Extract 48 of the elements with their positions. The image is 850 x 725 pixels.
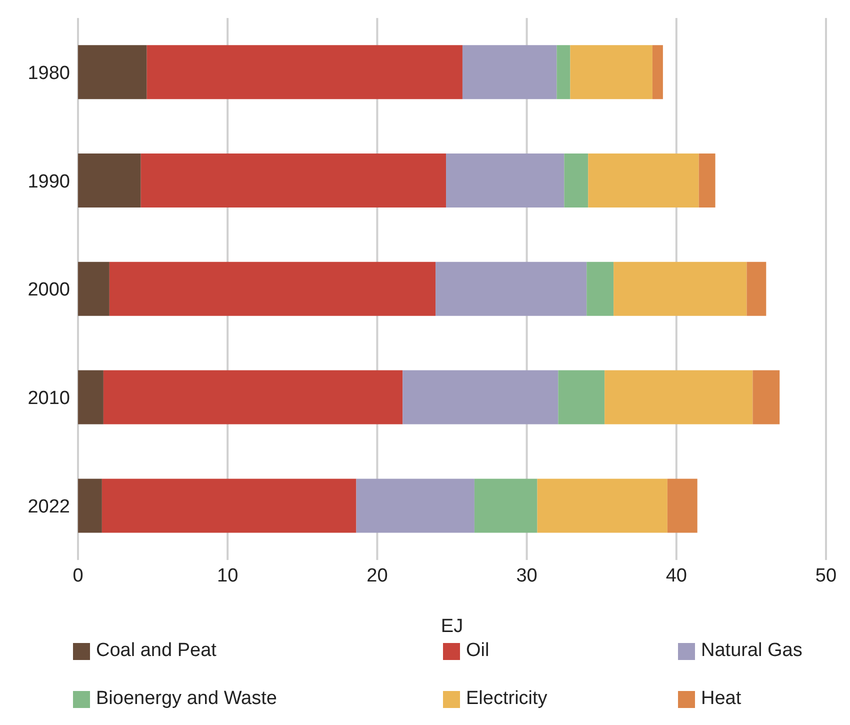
- bar: [752, 370, 780, 424]
- bar: [78, 154, 141, 208]
- x-tick-label: 10: [217, 565, 238, 586]
- bar: [446, 154, 564, 208]
- bar: [586, 262, 614, 316]
- bar: [667, 478, 698, 533]
- x-tick-label: 30: [516, 565, 538, 586]
- bar: [604, 370, 753, 424]
- bar: [140, 154, 446, 208]
- x-tick-label: 20: [366, 565, 388, 586]
- legend-label: Electricity: [466, 688, 548, 710]
- x-tick-label: 50: [815, 565, 837, 586]
- legend-label: Heat: [701, 688, 742, 710]
- bar: [564, 154, 588, 208]
- bar: [614, 262, 747, 316]
- bar: [462, 45, 557, 100]
- bar: [746, 262, 766, 316]
- legend-label: Coal and Peat: [96, 640, 216, 662]
- bar: [103, 370, 403, 424]
- y-tick-label: 2000: [28, 280, 70, 301]
- y-tick-label: 2022: [28, 496, 70, 518]
- legend-label: Natural Gas: [701, 640, 802, 662]
- legend-label: Bioenergy and Waste: [96, 688, 277, 710]
- bar: [109, 262, 436, 316]
- legend-label: Oil: [466, 640, 490, 662]
- y-tick-label: 2010: [28, 388, 70, 410]
- bar: [402, 370, 558, 424]
- bar: [588, 154, 699, 208]
- bar: [78, 370, 104, 424]
- y-tick-label: 1980: [28, 62, 70, 84]
- bar: [78, 45, 147, 100]
- bar: [78, 262, 110, 316]
- bar: [652, 45, 663, 100]
- bar: [356, 478, 474, 533]
- bar: [570, 45, 652, 100]
- bar: [698, 154, 716, 208]
- bar: [474, 478, 538, 533]
- bar: [537, 478, 668, 533]
- bar: [146, 45, 462, 100]
- bar: [556, 45, 570, 100]
- bar: [436, 262, 587, 316]
- x-tick-label: 0: [72, 565, 84, 586]
- bar: [558, 370, 605, 424]
- bar: [78, 478, 102, 533]
- y-tick-label: 1990: [28, 171, 70, 192]
- bar: [102, 478, 356, 533]
- x-axis-title: EJ: [440, 616, 464, 637]
- x-tick-label: 40: [666, 565, 687, 586]
